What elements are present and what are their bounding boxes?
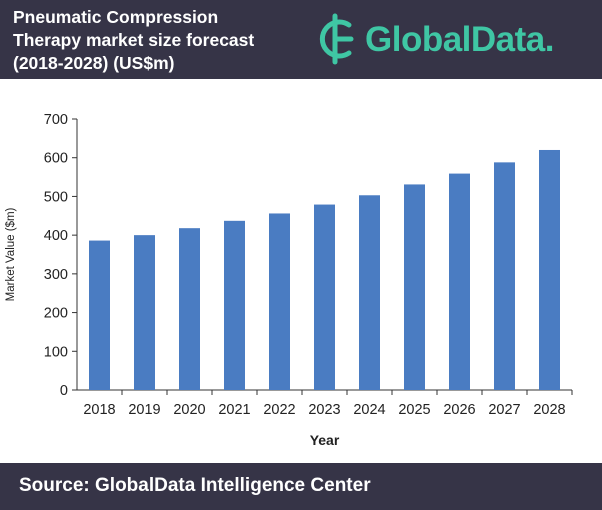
y-tick-label: 200 [44,306,68,322]
bar-2024 [359,195,380,390]
globaldata-logo-icon [319,13,354,65]
y-tick-label: 600 [44,151,68,167]
x-tick-label-2022: 2022 [263,402,295,418]
bar-2026 [449,173,470,390]
y-axis-title: Market Value ($m) [5,207,17,301]
x-tick-label-2025: 2025 [398,402,430,418]
x-tick-label-2020: 2020 [173,402,205,418]
x-axis-title: Year [310,432,340,448]
bar-2025 [404,184,425,390]
bar-2028 [539,149,560,390]
footer-banner: Source: GlobalData Intelligence Center [0,463,602,510]
y-tick-label: 500 [44,189,68,205]
globaldata-logo: GlobalData. [311,12,596,67]
y-tick-label: 700 [44,112,68,128]
chart-area: 0 100 200 300 400 500 600 700 2018 2019 2020 2021 20… [0,79,602,463]
x-tick-label-2028: 2028 [533,402,565,418]
header-banner: Pneumatic Compression Therapy market siz… [0,0,602,79]
y-tick-label: 100 [44,344,68,360]
chart-title-line-1: Pneumatic Compression [13,7,219,27]
bar-2023 [314,204,335,390]
bar-2022 [269,213,290,390]
bar-2019 [134,235,155,390]
source-note: Source: GlobalData Intelligence Center [19,475,371,496]
chart-title: Pneumatic Compression Therapy market siz… [13,6,313,75]
chart-title-line-3: (2018-2028) (US$m) [13,53,175,73]
x-tick-label-2021: 2021 [218,402,250,418]
chart-title-line-2: Therapy market size forecast [13,30,255,50]
x-tick-label-2019: 2019 [128,402,160,418]
y-tick-label: 400 [44,228,68,244]
y-tick-label: 0 [60,383,68,399]
bar-2020 [179,228,200,390]
bar-chart: 0 100 200 300 400 500 600 700 2018 2019 2020 2021 20… [5,112,573,448]
bar-2018 [89,240,110,390]
x-tick-label-2026: 2026 [443,402,475,418]
y-tick-label: 300 [44,267,68,283]
brand-wordmark: GlobalData. [365,20,554,59]
x-tick-label-2023: 2023 [308,402,340,418]
x-tick-label-2024: 2024 [353,402,385,418]
x-tick-label-2027: 2027 [488,402,520,418]
bar-2027 [494,162,515,390]
x-tick-label-2018: 2018 [83,402,115,418]
bar-2021 [224,220,245,390]
